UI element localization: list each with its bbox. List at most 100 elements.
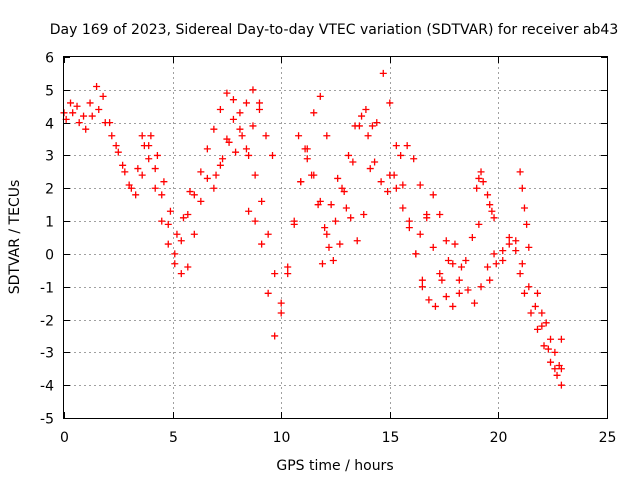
data-point (323, 230, 331, 238)
data-point (269, 151, 277, 159)
data-point (547, 335, 555, 343)
data-point (316, 92, 324, 100)
data-point (119, 161, 127, 169)
data-point (80, 112, 88, 120)
data-point (490, 250, 498, 258)
data-point (145, 155, 153, 163)
data-point (197, 197, 205, 205)
data-point (436, 270, 444, 278)
x-tick-labels: 0 5 10 15 20 25 (60, 430, 616, 446)
series-sat-g (318, 112, 463, 310)
data-point (527, 309, 535, 317)
data-point (358, 112, 366, 120)
data-point (255, 106, 263, 114)
series-sat-b (62, 106, 194, 238)
data-point (216, 106, 224, 114)
y-tick-label: -3 (40, 346, 54, 362)
data-point (197, 168, 205, 176)
data-point (360, 211, 368, 219)
data-point (236, 125, 244, 133)
data-point (264, 289, 272, 297)
data-point (457, 263, 465, 271)
data-point (271, 270, 279, 278)
data-point (238, 132, 246, 140)
data-point (464, 286, 472, 294)
data-point (295, 132, 303, 140)
data-point (88, 112, 96, 120)
series-sat-a (60, 83, 277, 268)
series-sat-e (245, 106, 376, 340)
data-point (184, 263, 192, 271)
data-point (477, 283, 485, 291)
data-point (86, 99, 94, 107)
x-axis-label: GPS time / hours (276, 458, 393, 474)
data-point (186, 188, 194, 196)
data-point (366, 165, 374, 173)
data-point (95, 106, 103, 114)
data-point (531, 302, 539, 310)
data-point (334, 174, 342, 182)
data-point (547, 358, 555, 366)
y-tick-label: 6 (45, 51, 54, 67)
data-point (297, 178, 305, 186)
data-point (127, 184, 135, 192)
data-point (486, 201, 494, 209)
data-point (462, 256, 470, 264)
data-point (523, 220, 531, 228)
data-point (473, 184, 481, 192)
data-point (108, 132, 116, 140)
data-point (325, 243, 333, 251)
data-point (303, 155, 311, 163)
data-point (216, 161, 224, 169)
data-point (173, 230, 181, 238)
data-points (60, 69, 565, 389)
data-point (258, 197, 266, 205)
data-point (347, 214, 355, 222)
data-point (449, 302, 457, 310)
data-point (471, 299, 479, 307)
data-point (336, 240, 344, 248)
data-point (410, 155, 418, 163)
data-point (486, 276, 494, 284)
data-point (405, 224, 413, 232)
grid-lines (64, 57, 607, 418)
data-point (327, 201, 335, 209)
data-point (318, 260, 326, 268)
data-point (438, 276, 446, 284)
data-point (160, 178, 168, 186)
data-point (379, 69, 387, 77)
data-point (184, 211, 192, 219)
y-tick-labels: -5 -4 -3 -2 -1 0 1 2 3 4 5 6 (40, 51, 54, 428)
data-point (449, 260, 457, 268)
y-tick-label: -5 (40, 412, 54, 428)
data-point (412, 250, 420, 258)
data-point (353, 237, 361, 245)
data-point (284, 270, 292, 278)
data-point (542, 319, 550, 327)
data-point (499, 256, 507, 264)
x-tick-label: 15 (382, 430, 400, 446)
data-point (533, 325, 541, 333)
x-tick-label: 20 (490, 430, 508, 446)
series-sat-c (138, 99, 263, 278)
data-point (484, 191, 492, 199)
data-point (392, 142, 400, 150)
data-point (557, 335, 565, 343)
data-point (362, 106, 370, 114)
data-point (490, 214, 498, 222)
y-axis-label: SDTVAR / TECUs (7, 180, 23, 295)
data-point (425, 296, 433, 304)
data-point (399, 204, 407, 212)
data-point (516, 168, 524, 176)
data-point (229, 96, 237, 104)
data-point (210, 125, 218, 133)
data-point (232, 148, 240, 156)
data-point (492, 260, 500, 268)
data-point (555, 361, 563, 369)
data-point (93, 83, 101, 91)
data-point (210, 184, 218, 192)
data-point (416, 230, 424, 238)
data-point (525, 283, 533, 291)
data-point (416, 181, 424, 189)
